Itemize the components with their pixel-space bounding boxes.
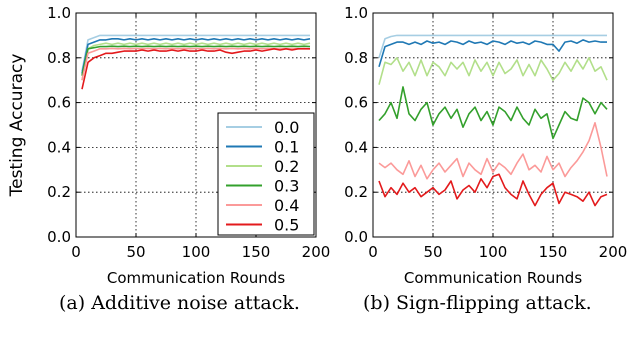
y-tick-label: 0.6 [344,94,368,112]
series-line-0-3 [81,45,311,76]
legend-label: 0.5 [274,216,299,235]
x-tick-label: 100 [182,243,211,261]
plot-frame [75,12,317,238]
y-tick-label: 1.0 [47,4,71,22]
plot-frame [372,12,614,238]
legend-label: 0.1 [274,138,299,157]
y-tick-label: 0.8 [344,49,368,67]
axes: 0 50 100 150 200 0.0 0.2 0.4 0.6 0.8 1.0 [47,4,330,261]
x-tick-label: 0 [71,243,81,261]
y-tick-label: 0.8 [47,49,71,67]
legend: 0.00.10.20.30.40.5 [217,112,315,236]
y-tick-label: 0.0 [344,228,368,246]
chart-panel-additive-noise: 0 50 100 150 200 0.0 0.2 0.4 0.6 0.8 1.0 Testing A… [7,4,330,287]
series-lines [378,34,608,207]
x-tick-label: 200 [302,243,331,261]
series-line-0-1 [378,39,607,68]
legend-label: 0.0 [274,118,299,137]
series-line-0-0 [81,34,310,72]
x-tick-label: 150 [242,243,271,261]
x-axis-label: Communication Rounds [107,269,285,287]
series-line-0-5 [378,173,608,207]
x-tick-label: 0 [368,243,378,261]
axes: 0 50 100 150 200 0.0 0.2 0.4 0.6 0.8 1.0 [344,4,627,261]
caption-sign-flipping: (b) Sign-flipping attack. [363,292,592,314]
y-tick-label: 0.6 [47,94,71,112]
legend-label: 0.2 [274,157,299,176]
x-tick-label: 50 [423,243,442,261]
series-line-0-0 [378,34,607,59]
y-tick-label: 0.4 [47,138,71,156]
y-tick-label: 0.2 [47,183,71,201]
chart-panel-sign-flipping: 0 50 100 150 200 0.0 0.2 0.4 0.6 0.8 1.0 Communica… [344,4,627,287]
series-line-0-2 [378,56,608,85]
x-tick-label: 50 [126,243,145,261]
y-axis-label: Testing Accuracy [7,54,27,198]
series-line-0-1 [81,37,311,74]
series-line-0-4 [378,122,608,180]
series-line-0-3 [378,86,608,140]
x-tick-label: 100 [479,243,508,261]
series-lines [81,34,311,90]
y-tick-label: 0.0 [47,228,71,246]
legend-box [217,112,315,236]
x-tick-label: 150 [539,243,568,261]
y-tick-label: 0.4 [344,138,368,156]
series-line-0-5 [81,47,310,90]
series-line-0-2 [81,42,311,81]
legend-label: 0.3 [274,177,299,196]
caption-additive-noise: (a) Additive noise attack. [59,292,300,314]
y-tick-label: 1.0 [344,4,368,22]
legend-label: 0.4 [274,196,299,215]
x-axis-label: Communication Rounds [404,269,582,287]
y-tick-label: 0.2 [344,183,368,201]
x-tick-label: 200 [599,243,628,261]
